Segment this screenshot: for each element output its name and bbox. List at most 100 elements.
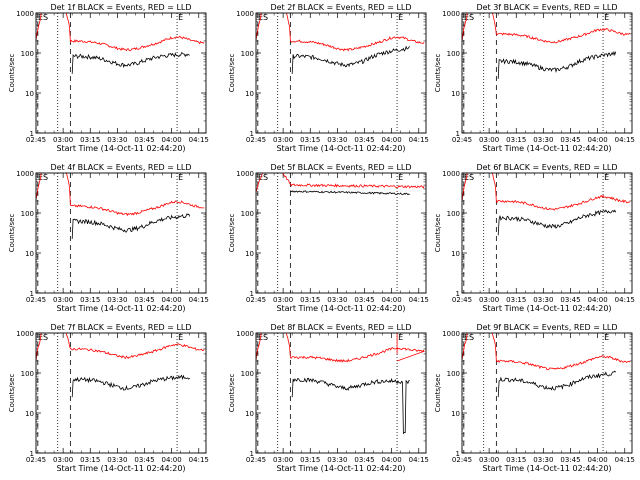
x-tick-label: 02:45 <box>452 296 472 304</box>
y-tick-label: 1 <box>30 450 34 458</box>
x-tick-label: 04:15 <box>615 296 635 304</box>
marker-label-es: ES <box>464 173 474 182</box>
y-axis-label: Counts/sec <box>228 374 236 413</box>
panel-8: Det 8f BLACK = Events, RED = LLD Counts/s… <box>228 323 429 473</box>
marker-label-es: ES <box>258 333 268 342</box>
plot-frame <box>461 12 633 134</box>
x-tick-label: 02:45 <box>246 296 266 304</box>
y-axis-label: Counts/sec <box>8 54 16 93</box>
y-tick-label: 100 <box>447 370 460 378</box>
y-tick-label: 10 <box>451 410 460 418</box>
marker-label-e: E <box>178 333 183 342</box>
x-tick-label: 04:00 <box>382 296 402 304</box>
x-tick-label: 03:00 <box>479 136 499 144</box>
y-axis-label: Counts/sec <box>8 374 16 413</box>
x-tick-label: 03:15 <box>300 456 320 464</box>
lld-series-line <box>36 333 205 363</box>
y-axis-label: Counts/sec <box>434 54 442 93</box>
x-tick-label: 03:15 <box>506 296 526 304</box>
panel-9: Det 9f BLACK = Events, RED = LLD Counts/s… <box>434 323 635 473</box>
y-tick-label: 1 <box>30 130 34 138</box>
lld-series-line <box>36 173 205 217</box>
y-tick-label: 1 <box>30 290 34 298</box>
plot-frame <box>255 332 427 454</box>
lld-series-line <box>256 333 425 363</box>
marker-label-e: E <box>398 173 403 182</box>
lld-series-line <box>462 333 631 371</box>
x-axis-label: Start Time (14-Oct-11 02:44:20) <box>276 304 405 313</box>
panel-title: Det 4f BLACK = Events, RED = LLD <box>50 163 191 172</box>
y-tick-label: 100 <box>447 210 460 218</box>
y-tick-label: 1 <box>250 130 254 138</box>
panel-6: Det 6f BLACK = Events, RED = LLD Counts/s… <box>434 163 635 313</box>
x-tick-label: 03:15 <box>506 456 526 464</box>
y-axis-label: Counts/sec <box>228 214 236 253</box>
events-series-line <box>71 374 190 398</box>
x-tick-label: 03:45 <box>560 456 580 464</box>
y-tick-label: 1 <box>456 450 460 458</box>
x-tick-label: 03:30 <box>107 296 127 304</box>
lld-series-line <box>36 13 205 52</box>
y-tick-label: 100 <box>241 370 254 378</box>
x-tick-label: 04:00 <box>162 136 182 144</box>
x-tick-label: 03:30 <box>327 456 347 464</box>
x-tick-label: 03:45 <box>354 296 374 304</box>
y-tick-label: 100 <box>21 370 34 378</box>
x-tick-label: 03:15 <box>80 136 100 144</box>
x-tick-label: 03:45 <box>560 296 580 304</box>
y-tick-label: 10 <box>25 410 34 418</box>
x-tick-label: 03:00 <box>273 136 293 144</box>
panel-7: Det 7f BLACK = Events, RED = LLD Counts/s… <box>8 323 209 473</box>
x-tick-label: 04:15 <box>615 136 635 144</box>
y-tick-label: 10 <box>25 90 34 98</box>
panel-5: Det 5f BLACK = Events, RED = LLD Counts/s… <box>228 163 429 313</box>
marker-label-es: ES <box>258 13 268 22</box>
x-tick-label: 03:45 <box>354 456 374 464</box>
x-tick-label: 03:45 <box>134 136 154 144</box>
x-tick-label: 04:00 <box>382 456 402 464</box>
panel-2: Det 2f BLACK = Events, RED = LLD Counts/s… <box>228 3 429 153</box>
y-tick-label: 10 <box>451 90 460 98</box>
y-axis-label: Counts/sec <box>434 374 442 413</box>
plot-frame <box>35 332 207 454</box>
panel-title: Det 8f BLACK = Events, RED = LLD <box>270 323 411 332</box>
x-axis-label: Start Time (14-Oct-11 02:44:20) <box>482 464 611 473</box>
x-tick-label: 04:15 <box>615 456 635 464</box>
x-tick-label: 04:00 <box>588 136 608 144</box>
events-series-line <box>497 370 617 398</box>
marker-label-es: ES <box>38 13 48 22</box>
x-tick-label: 03:30 <box>327 296 347 304</box>
lld-series-line <box>462 13 631 44</box>
y-tick-label: 1000 <box>442 330 460 338</box>
events-series-line <box>497 50 617 79</box>
panel-4: Det 4f BLACK = Events, RED = LLD Counts/s… <box>8 163 209 313</box>
marker-label-es: ES <box>258 173 268 182</box>
plot-frame <box>461 172 633 294</box>
x-tick-label: 03:15 <box>300 136 320 144</box>
y-tick-label: 10 <box>245 250 254 258</box>
panel-title: Det 3f BLACK = Events, RED = LLD <box>476 3 617 12</box>
lld-series-line <box>256 173 425 193</box>
panel-title: Det 7f BLACK = Events, RED = LLD <box>50 323 191 332</box>
x-tick-label: 04:15 <box>189 136 209 144</box>
x-tick-label: 02:45 <box>246 136 266 144</box>
y-axis-label: Counts/sec <box>228 54 236 93</box>
y-tick-label: 1 <box>250 290 254 298</box>
y-tick-label: 1 <box>250 450 254 458</box>
x-tick-label: 04:15 <box>409 296 429 304</box>
lld-series-line <box>462 173 631 211</box>
x-tick-label: 02:45 <box>246 456 266 464</box>
x-tick-label: 04:15 <box>189 456 209 464</box>
events-series-line <box>291 377 410 435</box>
events-series-line <box>71 51 190 74</box>
x-tick-label: 04:00 <box>588 296 608 304</box>
y-tick-label: 1000 <box>442 170 460 178</box>
y-tick-label: 10 <box>245 90 254 98</box>
marker-label-es: ES <box>38 173 48 182</box>
marker-label-e: E <box>398 13 403 22</box>
x-tick-label: 03:30 <box>533 296 553 304</box>
plot-frame <box>35 172 207 294</box>
y-tick-label: 100 <box>21 210 34 218</box>
plot-frame <box>461 332 633 454</box>
x-tick-label: 03:30 <box>533 456 553 464</box>
